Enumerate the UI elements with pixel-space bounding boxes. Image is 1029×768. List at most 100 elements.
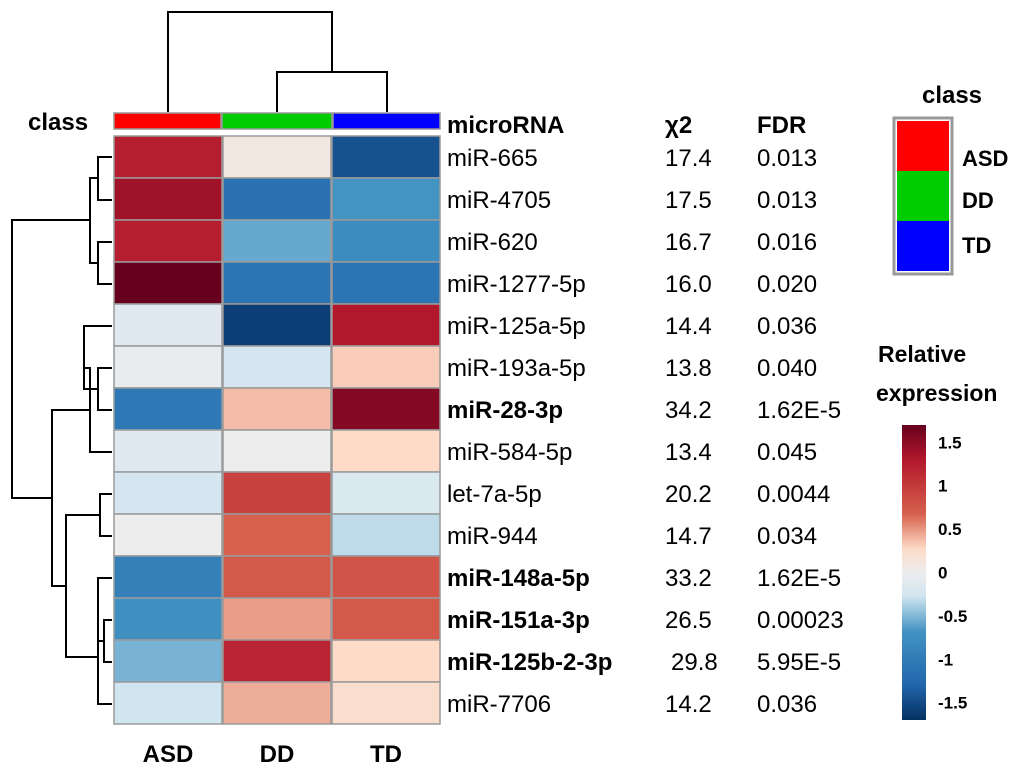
legend-swatch-dd <box>897 171 949 221</box>
column-label: ASD <box>143 741 194 768</box>
heatmap-cell <box>113 555 223 599</box>
legend-swatch-asd <box>897 121 949 171</box>
row-value-fdr: 0.0044 <box>757 481 830 508</box>
legend-label-asd: ASD <box>962 146 1008 171</box>
heatmap-cell <box>113 387 223 431</box>
row-dendrogram <box>11 156 112 705</box>
row-value-fdr: 5.95E-5 <box>757 649 841 676</box>
heatmap-cell <box>113 429 223 473</box>
heatmap-cell <box>331 597 441 641</box>
heatmap-cell <box>113 681 223 725</box>
color-scale-tick-label: 1 <box>938 477 947 496</box>
column-label: TD <box>370 741 402 768</box>
heatmap-cell <box>222 345 332 389</box>
row-label-mirna: miR-944 <box>447 523 538 550</box>
legend-swatch-td <box>897 221 949 271</box>
column-labels: ASD DD TD <box>143 741 402 768</box>
row-label-mirna: miR-7706 <box>447 691 551 718</box>
heatmap-cell <box>222 261 332 305</box>
row-value-chi2: 14.4 <box>665 313 712 340</box>
heatmap-cell <box>331 303 441 347</box>
column-dendrogram <box>167 11 388 112</box>
row-value-fdr: 0.00023 <box>757 607 844 634</box>
row-value-chi2: 13.4 <box>665 439 712 466</box>
heatmap-cell <box>113 597 223 641</box>
heatmap-cell <box>331 681 441 725</box>
row-label-mirna: miR-125a-5p <box>447 313 586 340</box>
heatmap-cell <box>113 345 223 389</box>
row-value-chi2: 17.4 <box>665 145 712 172</box>
color-scale-tick-label: -1.5 <box>938 694 967 713</box>
row-value-chi2: 16.0 <box>665 271 712 298</box>
heatmap-cell <box>331 429 441 473</box>
heatmap-cell <box>222 639 332 683</box>
row-value-chi2: 14.2 <box>665 691 712 718</box>
row-label-mirna: miR-584-5p <box>447 439 572 466</box>
row-label-mirna: miR-620 <box>447 229 538 256</box>
row-label-mirna: miR-665 <box>447 145 538 172</box>
row-value-chi2: 33.2 <box>665 565 712 592</box>
legend-label-dd: DD <box>962 188 994 213</box>
heatmap-cell <box>113 261 223 305</box>
color-scale-tick-label: 0.5 <box>938 520 962 539</box>
row-label-mirna: miR-4705 <box>447 187 551 214</box>
row-value-fdr: 1.62E-5 <box>757 397 841 424</box>
row-value-fdr: 0.040 <box>757 355 817 382</box>
color-scale-bar <box>902 425 926 720</box>
heatmap-cell <box>113 135 223 179</box>
row-value-fdr: 0.013 <box>757 187 817 214</box>
row-value-chi2: 16.7 <box>665 229 712 256</box>
heatmap-cell <box>113 639 223 683</box>
heatmap-cell <box>331 471 441 515</box>
scale-title-line2: expression <box>876 380 997 406</box>
heatmap-cell <box>222 555 332 599</box>
heatmap-cell <box>331 135 441 179</box>
color-scale-tick-label: 1.5 <box>938 433 962 452</box>
color-scale-ticks: 1.5 1 0.5 0 -0.5 -1 -1.5 <box>938 433 967 712</box>
heatmap-cell <box>331 639 441 683</box>
row-value-fdr: 0.036 <box>757 691 817 718</box>
heatmap-cell <box>331 219 441 263</box>
scale-title-line1: Relative <box>878 341 966 367</box>
heatmap-cell <box>331 513 441 557</box>
heatmap-cell <box>222 219 332 263</box>
class-legend-title: class <box>922 82 982 109</box>
heatmap-cell <box>222 387 332 431</box>
row-label-mirna: miR-28-3p <box>447 397 563 424</box>
row-value-chi2: 20.2 <box>665 481 712 508</box>
heatmap-cell <box>222 681 332 725</box>
heatmap-cell <box>222 513 332 557</box>
class-bar-label: class <box>28 109 88 136</box>
row-value-fdr: 0.013 <box>757 145 817 172</box>
heatmap-cell <box>222 177 332 221</box>
heatmap-cell <box>331 387 441 431</box>
heatmap-cell <box>113 177 223 221</box>
color-scale-tick-label: 0 <box>938 564 947 583</box>
row-value-fdr: 0.036 <box>757 313 817 340</box>
row-label-mirna: miR-151a-3p <box>447 607 590 634</box>
heatmap-cell <box>113 303 223 347</box>
row-value-chi2: 34.2 <box>665 397 712 424</box>
heatmap-cell <box>331 555 441 599</box>
row-label-mirna: miR-148a-5p <box>447 565 590 592</box>
class-color-bar <box>113 112 441 130</box>
heatmap-cell <box>331 177 441 221</box>
heatmap-cell <box>222 135 332 179</box>
color-scale-tick-label: -1 <box>938 650 953 669</box>
row-value-fdr: 0.020 <box>757 271 817 298</box>
row-value-fdr: 0.034 <box>757 523 817 550</box>
row-label-mirna: miR-1277-5p <box>447 271 586 298</box>
row-value-chi2: 29.8 <box>671 649 718 676</box>
row-label-mirna: miR-125b-2-3p <box>447 649 612 676</box>
row-value-fdr: 0.045 <box>757 439 817 466</box>
heatmap-cell <box>113 219 223 263</box>
row-value-fdr: 1.62E-5 <box>757 565 841 592</box>
row-value-chi2: 17.5 <box>665 187 712 214</box>
heatmap-cell <box>331 261 441 305</box>
header-microrna: microRNA <box>447 112 564 139</box>
heatmap-cell <box>222 303 332 347</box>
row-value-chi2: 14.7 <box>665 523 712 550</box>
header-fdr: FDR <box>757 112 806 139</box>
class-bar-td <box>332 112 441 130</box>
